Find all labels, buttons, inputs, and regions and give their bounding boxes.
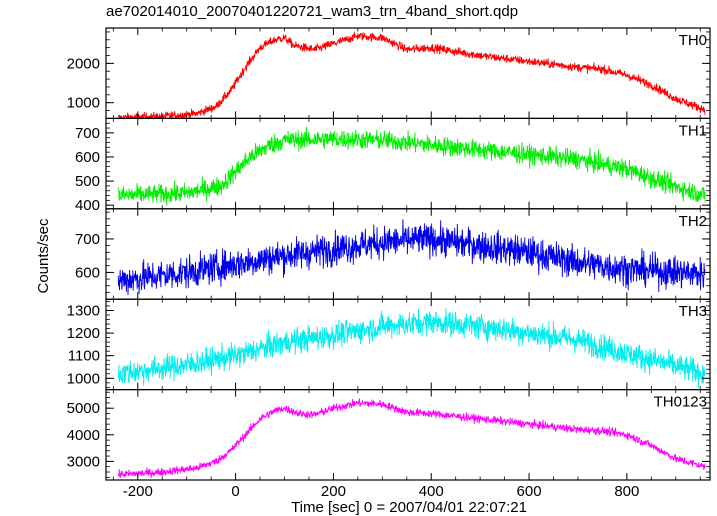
series-line-th1 — [117, 126, 706, 206]
panel-label-th0123: TH0123 — [654, 394, 707, 411]
y-tick-label: 5000 — [67, 400, 100, 417]
panel-label-th1: TH1 — [679, 122, 707, 139]
chart-title: ae702014010_20070401220721_wam3_trn_4ban… — [106, 3, 518, 20]
y-tick-label: 4000 — [67, 427, 100, 444]
y-tick-label: 1200 — [67, 325, 100, 342]
x-tick-label: 600 — [517, 483, 542, 500]
y-tick-label: 500 — [75, 173, 100, 190]
panel-label-th3: TH3 — [679, 303, 707, 320]
panel-frame — [105, 208, 711, 300]
panel-th0: TH0 1000 2000 — [67, 27, 711, 120]
y-tick-label: 600 — [75, 264, 100, 281]
y-axis-label: Counts/sec — [35, 218, 52, 294]
y-tick-label: 700 — [75, 231, 100, 248]
x-tick-label: 0 — [231, 483, 239, 500]
y-tick-label: 2000 — [67, 55, 100, 72]
y-tick-label: 1300 — [67, 303, 100, 320]
panel-th3: TH3 1000 1100 1200 1300 — [67, 298, 711, 391]
series-line-th0 — [117, 31, 706, 120]
y-tick-label: 1000 — [67, 370, 100, 387]
panel-th1: TH1 400 500 600 700 — [75, 117, 711, 214]
x-tick-label: 400 — [419, 483, 444, 500]
series-line-th0123 — [117, 398, 706, 479]
y-tick-label: 1000 — [67, 95, 100, 112]
panel-label-th2: TH2 — [679, 213, 707, 230]
y-tick-label: 400 — [75, 197, 100, 214]
panel-label-th0: TH0 — [679, 32, 707, 49]
panel-frame — [105, 298, 711, 391]
series-line-th3 — [117, 308, 706, 388]
y-tick-label: 600 — [75, 149, 100, 166]
y-tick-label: 1100 — [68, 348, 100, 365]
series-line-th2 — [117, 219, 706, 296]
x-tick-label: -200 — [123, 483, 153, 500]
panel-th0123: TH0123 3000 4000 5000 -200 0 200 400 600 800 — [67, 389, 711, 500]
y-tick-label: 700 — [75, 125, 100, 142]
x-tick-label: 800 — [614, 483, 639, 500]
panels-group: TH010002000TH1400500600700TH2600700TH310… — [67, 27, 711, 500]
y-tick-label: 3000 — [67, 453, 100, 470]
x-tick-label: 200 — [321, 483, 346, 500]
x-axis-label: Time [sec] 0 = 2007/04/01 22:07:21 — [291, 499, 527, 516]
panel-th2: TH2 600 700 — [75, 208, 711, 300]
